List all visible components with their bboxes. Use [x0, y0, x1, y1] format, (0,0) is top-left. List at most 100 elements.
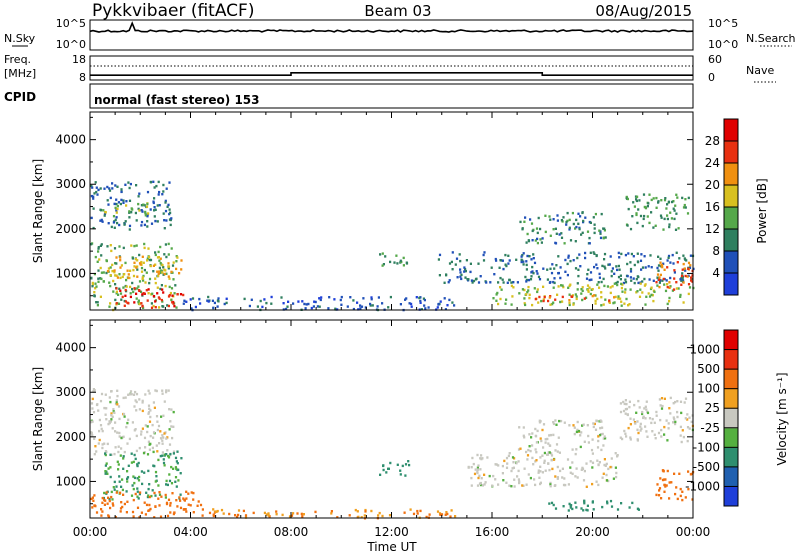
data-cell [102, 280, 105, 283]
data-cell [644, 405, 647, 408]
data-cell [110, 490, 113, 494]
data-cell [438, 253, 442, 257]
data-cell [129, 269, 132, 272]
data-cell [105, 418, 108, 421]
data-cell [616, 283, 619, 287]
data-cell [673, 271, 676, 274]
data-cell [153, 215, 156, 218]
data-cell [154, 219, 157, 223]
data-cell [598, 461, 601, 464]
data-cell [687, 267, 690, 270]
data-cell [243, 297, 246, 301]
data-cell [590, 278, 593, 281]
data-cell [602, 303, 605, 306]
data-cell [142, 274, 145, 278]
data-cell [681, 277, 684, 280]
colorbar-swatch [724, 251, 738, 274]
data-cell [214, 510, 217, 513]
data-cell [671, 200, 674, 204]
data-cell [684, 397, 688, 400]
data-cell [158, 306, 161, 309]
data-cell [516, 281, 519, 284]
data-cell [480, 457, 483, 461]
colorbar-swatch [724, 273, 738, 296]
data-cell [690, 277, 693, 281]
data-cell [133, 244, 136, 248]
data-cell [130, 244, 133, 247]
data-cell [521, 227, 524, 230]
data-cell [641, 280, 644, 283]
data-cell [148, 281, 151, 285]
data-cell [147, 247, 150, 250]
data-cell [401, 464, 404, 468]
data-cell [567, 509, 570, 512]
data-cell [598, 229, 601, 232]
data-cell [602, 437, 605, 440]
data-cell [636, 195, 639, 198]
data-cell [340, 303, 343, 306]
data-cell [419, 299, 422, 303]
data-cell [164, 199, 167, 203]
data-cell [668, 281, 671, 284]
data-cell [107, 222, 110, 225]
data-cell [539, 481, 542, 484]
data-cell [593, 422, 596, 426]
data-cell [541, 471, 544, 474]
data-cell [480, 477, 483, 480]
data-cell [288, 515, 292, 518]
data-cell [213, 301, 216, 305]
data-cell [554, 241, 557, 245]
colorbar-swatch [724, 427, 738, 448]
data-cell [629, 270, 633, 273]
date-title: 08/Aug/2015 [595, 2, 692, 20]
data-cell [154, 470, 158, 474]
data-cell [600, 280, 603, 284]
data-cell [575, 297, 578, 301]
data-cell [127, 418, 130, 421]
data-cell [559, 266, 562, 269]
data-cell [674, 420, 677, 424]
data-cell [679, 400, 683, 403]
data-cell [656, 276, 659, 279]
data-cell [666, 469, 669, 473]
data-cell [162, 458, 165, 461]
data-cell [165, 479, 168, 483]
data-cell [478, 474, 481, 477]
data-cell [152, 436, 155, 439]
data-cell [118, 223, 121, 227]
data-cell [312, 305, 315, 308]
data-cell [574, 475, 577, 478]
data-cell [90, 402, 94, 405]
data-cell [183, 499, 186, 502]
data-cell [314, 300, 317, 304]
data-cell [128, 393, 131, 396]
data-cell [649, 287, 653, 291]
data-cell [190, 307, 193, 310]
data-cell [356, 510, 359, 513]
data-cell [115, 399, 118, 402]
data-cell [108, 396, 111, 399]
data-cell [576, 256, 579, 260]
frequency-panel: Freq. [MHz] 18 8 60 0 Nave [4, 53, 776, 84]
x-tick-label: 08:00 [274, 525, 309, 539]
data-cell [557, 436, 560, 439]
data-cell [172, 467, 175, 470]
data-cell [535, 435, 538, 438]
data-cell [168, 285, 171, 289]
data-cell [581, 466, 584, 470]
data-cell [141, 255, 144, 258]
data-cell [632, 277, 635, 280]
data-cell [102, 496, 105, 500]
data-cell [641, 224, 644, 228]
data-cell [559, 469, 562, 473]
data-cell [149, 409, 152, 412]
data-cell [164, 493, 167, 497]
data-cell [683, 401, 686, 404]
data-cell [652, 299, 655, 303]
data-cell [136, 477, 139, 480]
data-cell [536, 231, 539, 235]
data-cell [583, 440, 586, 443]
data-cell [115, 287, 118, 290]
data-cell [369, 304, 372, 307]
